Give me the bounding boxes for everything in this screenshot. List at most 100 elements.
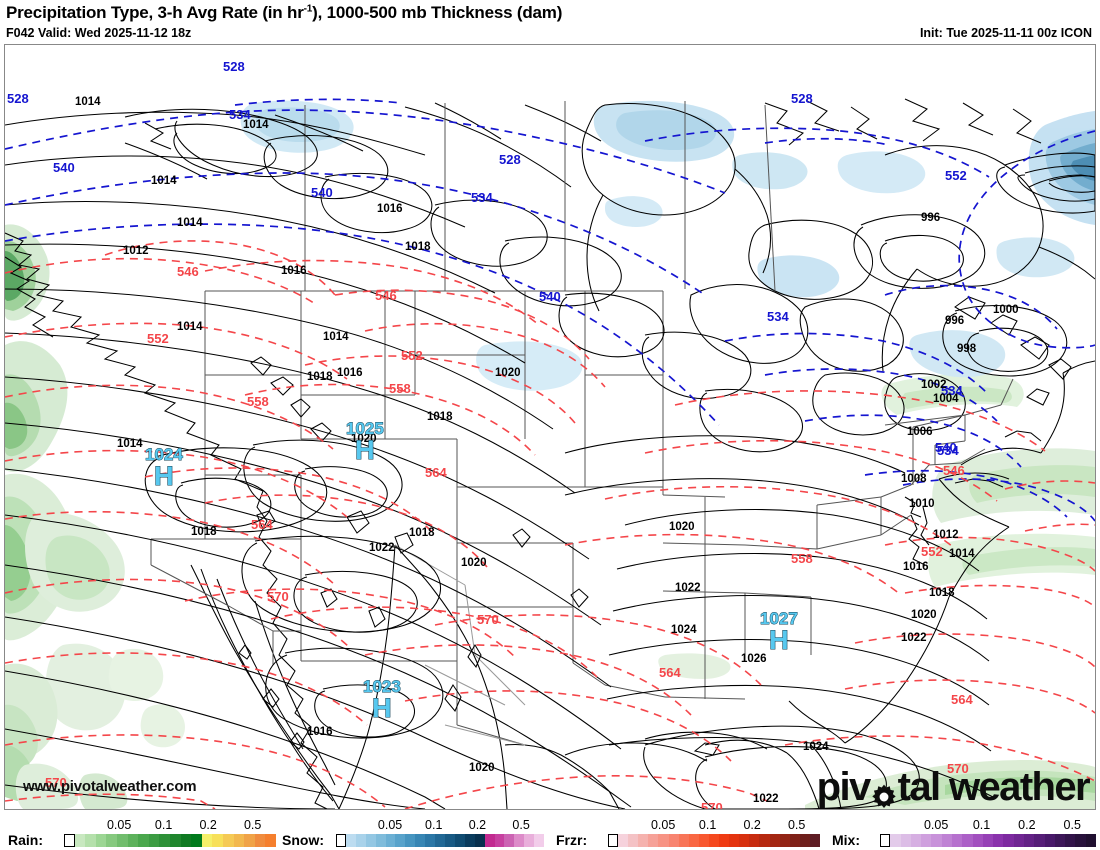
legend-swatch	[900, 834, 911, 847]
legend-colorbar-rain[interactable]	[64, 834, 276, 847]
legend-swatch	[608, 834, 619, 847]
legend-swatch	[454, 834, 465, 847]
isobar-label-1000: 1000	[993, 304, 1019, 316]
legend-swatch	[212, 834, 223, 847]
legend-tick: 0.2	[199, 818, 217, 832]
legend-swatch	[233, 834, 245, 847]
thickness-label-546c: 546	[943, 463, 965, 478]
legend-swatch	[116, 834, 128, 847]
thickness-label-564b: 564	[251, 517, 273, 532]
legend-swatch	[769, 834, 780, 847]
init-time-label: Init: Tue 2025-11-11 00z ICON	[919, 26, 1092, 40]
legend-ticks-rain: 0.05 0.1 0.2 0.5	[64, 818, 276, 833]
isobar-label-1014e: 1014	[177, 321, 203, 333]
isobar-label-1022c: 1022	[901, 632, 927, 644]
thickness-label-570e: 570	[947, 761, 969, 776]
legend-swatch	[729, 834, 740, 847]
isobar-label-1026: 1026	[741, 653, 767, 665]
isobar-label-1016: 1016	[377, 203, 403, 215]
legend-swatch	[435, 834, 445, 847]
thickness-label-558c: 558	[791, 551, 813, 566]
isobar-label-1018f: 1018	[929, 587, 955, 599]
isobar-label-1016c: 1016	[337, 367, 363, 379]
legend-swatch	[464, 834, 475, 847]
legend-swatch	[931, 834, 942, 847]
legend-swatch	[1054, 834, 1066, 847]
legend-swatch	[1013, 834, 1024, 847]
legend-swatch	[951, 834, 963, 847]
precip-shading-layer	[5, 100, 1095, 809]
page-title-main: Precipitation Type, 3-h Avg Rate (in hr	[6, 3, 304, 22]
page-title: Precipitation Type, 3-h Avg Rate (in hr-…	[6, 3, 562, 23]
map-svg: 528 528 528 528 534 534 534 534 534 540 …	[5, 59, 1095, 809]
legend-swatch	[1085, 834, 1096, 847]
legend-swatch	[201, 834, 213, 847]
legend-swatch	[138, 834, 149, 847]
thickness-label-540b: 540	[311, 185, 333, 200]
legend-swatch	[514, 834, 525, 847]
legend-ticks-frzr: 0.05 0.1 0.2 0.5	[608, 818, 820, 833]
legend-ticks-snow: 0.05 0.1 0.2 0.5	[336, 818, 544, 833]
map-canvas[interactable]: 528 528 528 528 534 534 534 534 534 540 …	[4, 44, 1096, 810]
legend-tick: 0.1	[972, 818, 991, 832]
legend-tick: 0.5	[1063, 818, 1081, 832]
legend-tick: 0.2	[468, 818, 487, 832]
legend-swatch	[74, 834, 86, 847]
legend-swatch	[618, 834, 629, 847]
brand-watermark-pre: piv	[816, 765, 872, 809]
legend-colorbar-snow[interactable]	[336, 834, 545, 847]
legend-swatch	[405, 834, 416, 847]
thickness-label-558b: 558	[389, 381, 411, 396]
legend-tick: 0.1	[425, 818, 443, 832]
isobar-label-1020f: 1020	[469, 762, 495, 774]
isobar-label-1024: 1024	[671, 624, 697, 636]
legend-swatch	[739, 834, 750, 847]
isobar-label-1022b: 1022	[675, 582, 701, 594]
thickness-label-570b: 570	[477, 612, 499, 627]
thickness-label-540: 540	[53, 160, 75, 175]
isobar-label-1018: 1018	[405, 241, 431, 253]
thickness-label-528b: 528	[223, 59, 245, 74]
legend-swatch	[180, 834, 192, 847]
thickness-label-570: 570	[267, 589, 289, 604]
legend-swatch	[1044, 834, 1055, 847]
isobar-label-1006: 1006	[907, 426, 933, 438]
isobar-label-1002: 1002	[921, 379, 947, 391]
legend-swatch	[789, 834, 800, 847]
isobar-label-1014g: 1014	[117, 438, 143, 450]
legend-swatch	[921, 834, 932, 847]
page-title-exponent: -1	[303, 3, 313, 15]
legend-swatch	[678, 834, 689, 847]
legend-group-snow: Snow: 0.05 0.1 0.2 0.5	[282, 812, 545, 850]
legend-swatch	[504, 834, 515, 847]
thickness-label-540d: 540	[935, 440, 957, 455]
legend-swatch	[148, 834, 160, 847]
legend-swatch	[355, 834, 366, 847]
legend-tick: 0.05	[106, 818, 132, 832]
site-url-watermark: www.pivotalweather.com	[23, 778, 197, 795]
isobar-label-1014c: 1014	[151, 175, 177, 187]
legend-swatch	[708, 834, 720, 847]
isobar-label-1016e: 1016	[307, 726, 333, 738]
isobar-label-1020c: 1020	[461, 557, 487, 569]
legend-colorbar-mix[interactable]	[880, 834, 1096, 847]
thickness-label-534c: 534	[767, 309, 789, 324]
legend-swatch	[688, 834, 699, 847]
legend-swatch	[628, 834, 639, 847]
thickness-label-534: 534	[229, 107, 251, 122]
legend-colorbar-frzr[interactable]	[608, 834, 820, 847]
legend-group-rain: Rain: 0.05 0.1 0.2 0.5	[8, 812, 276, 850]
legend-swatch	[254, 834, 266, 847]
isobar-label-1022d: 1022	[753, 793, 779, 805]
thickness-label-564: 564	[425, 465, 447, 480]
legend-tick: 0.2	[743, 818, 761, 832]
legend-swatch	[85, 834, 96, 847]
legend-swatch	[106, 834, 117, 847]
legend-swatch	[809, 834, 820, 847]
legend-swatch	[365, 834, 376, 847]
legend-swatch	[375, 834, 386, 847]
legend-label-snow: Snow:	[282, 832, 324, 848]
legend-swatch	[345, 834, 356, 847]
legend-swatch	[658, 834, 669, 847]
